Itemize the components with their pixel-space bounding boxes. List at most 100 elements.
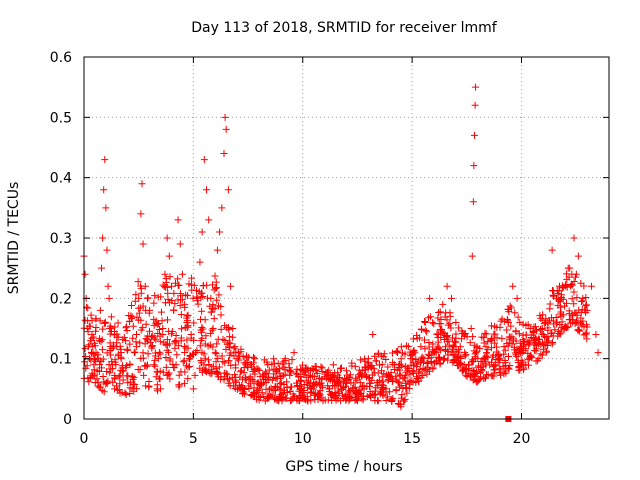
data-point (208, 308, 215, 315)
data-point (212, 273, 219, 280)
data-point (181, 349, 188, 356)
data-point (178, 325, 185, 332)
data-point (86, 341, 93, 348)
data-point (157, 351, 164, 358)
data-point (99, 235, 106, 242)
data-point (218, 204, 225, 211)
data-point (488, 322, 495, 329)
data-point (131, 349, 138, 356)
data-point (227, 283, 234, 290)
data-point (164, 235, 171, 242)
data-point (211, 315, 218, 322)
data-point (164, 290, 171, 297)
data-point (176, 372, 183, 379)
data-point (202, 316, 209, 323)
data-point (171, 300, 178, 307)
data-point (488, 344, 495, 351)
srmtid-scatter-chart: Day 113 of 2018, SRMTID for receiver lmm… (0, 0, 640, 480)
data-point (422, 327, 429, 334)
data-point (222, 114, 229, 121)
data-point (437, 308, 444, 315)
data-point (175, 216, 182, 223)
data-point (468, 325, 475, 332)
data-point (398, 343, 405, 350)
data-point (498, 335, 505, 342)
data-point (124, 347, 131, 354)
data-point (549, 339, 556, 346)
data-point (571, 235, 578, 242)
data-point (100, 373, 107, 380)
data-point (452, 330, 459, 337)
data-point (330, 361, 337, 368)
data-point (151, 361, 158, 368)
data-point (136, 339, 143, 346)
data-point (421, 318, 428, 325)
data-point (472, 84, 479, 91)
data-point (471, 132, 478, 139)
data-point (352, 363, 359, 370)
data-point (360, 396, 367, 403)
data-point (105, 283, 112, 290)
x-tick-label: 20 (513, 431, 531, 447)
data-point (157, 385, 164, 392)
data-point (578, 298, 585, 305)
data-point (132, 338, 139, 345)
data-point (229, 334, 236, 341)
y-tick-label: 0.6 (50, 50, 72, 66)
data-point (132, 349, 139, 356)
data-point (511, 309, 518, 316)
data-point (201, 156, 208, 163)
data-point (588, 283, 595, 290)
data-point (516, 319, 523, 326)
data-point (470, 162, 477, 169)
data-point (217, 311, 224, 318)
data-point (170, 290, 177, 297)
data-point (178, 311, 185, 318)
data-point (186, 363, 193, 370)
data-point (402, 396, 409, 403)
data-point (223, 126, 230, 133)
x-tick-label: 10 (294, 431, 312, 447)
data-point (203, 282, 210, 289)
data-point (128, 302, 135, 309)
data-points (81, 84, 602, 422)
data-point (509, 283, 516, 290)
data-point (181, 380, 188, 387)
data-point (373, 358, 380, 365)
data-point (225, 186, 232, 193)
data-point (398, 391, 405, 398)
data-point (115, 319, 122, 326)
data-point (393, 348, 400, 355)
data-point (158, 309, 165, 316)
data-point (570, 289, 577, 296)
data-point (220, 336, 227, 343)
data-point (205, 356, 212, 363)
data-point (137, 210, 144, 217)
y-axis-label: SRMTID / TECUs (6, 182, 22, 295)
data-point (180, 358, 187, 365)
data-point (214, 247, 221, 254)
data-point (179, 271, 186, 278)
data-point (133, 331, 140, 338)
data-point (108, 313, 115, 320)
data-point (546, 305, 553, 312)
data-point (203, 186, 210, 193)
x-axis-label: GPS time / hours (285, 459, 402, 475)
data-point (212, 285, 219, 292)
data-point (218, 326, 225, 333)
data-point (137, 366, 144, 373)
data-point (464, 373, 471, 380)
data-point (429, 340, 436, 347)
data-point (185, 364, 192, 371)
data-point (221, 150, 228, 157)
data-point (168, 283, 175, 290)
x-tick-label: 15 (403, 431, 421, 447)
data-point (251, 355, 258, 362)
data-point (493, 344, 500, 351)
data-point (100, 186, 107, 193)
data-point (566, 265, 573, 272)
data-point (138, 180, 145, 187)
data-point (448, 295, 455, 302)
data-point (97, 307, 104, 314)
data-point (198, 308, 205, 315)
